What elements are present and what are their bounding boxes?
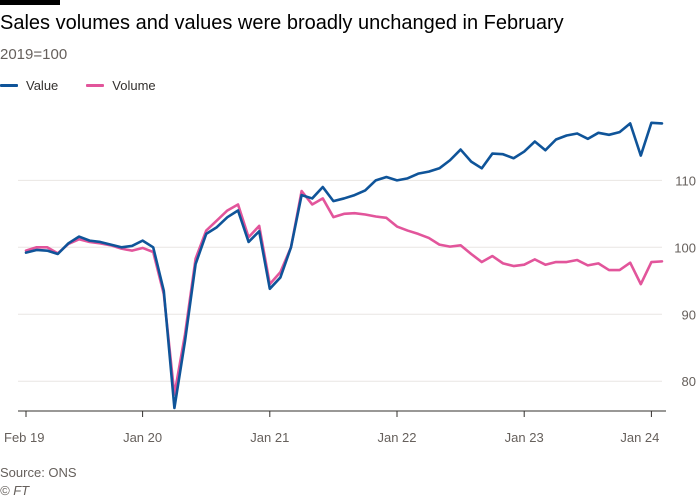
y-tick-label: 110 (675, 173, 696, 188)
chart-title: Sales volumes and values were broadly un… (0, 12, 564, 34)
brand-bar (0, 0, 60, 5)
x-tick-label: Jan 22 (377, 430, 416, 445)
series-line-value (24, 121, 664, 410)
credit-note: © FT (0, 483, 30, 498)
legend-swatch-volume (86, 84, 105, 87)
legend: Value Volume (0, 78, 184, 93)
legend-label-volume: Volume (112, 78, 156, 93)
y-tick-label: 100 (674, 240, 696, 255)
x-tick-label: Jan 20 (123, 430, 162, 445)
x-tick-label: Jan 24 (620, 430, 659, 445)
legend-label-value: Value (26, 78, 59, 93)
chart-subtitle: 2019=100 (0, 46, 68, 63)
x-tick-label: Jan 23 (505, 430, 544, 445)
source-note: Source: ONS (0, 465, 77, 480)
y-tick-label: 80 (682, 374, 696, 389)
series-line-volume (24, 189, 664, 396)
x-tick-label: Jan 21 (250, 430, 289, 445)
legend-swatch-value (0, 84, 18, 87)
y-tick-label: 90 (682, 307, 696, 322)
x-tick-label: Feb 19 (4, 430, 44, 445)
legend-item-volume: Volume (86, 78, 156, 93)
legend-item-value: Value (0, 78, 58, 93)
